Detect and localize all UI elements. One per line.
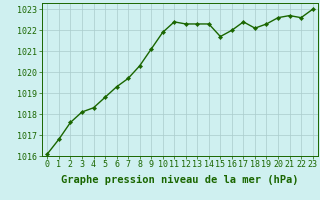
X-axis label: Graphe pression niveau de la mer (hPa): Graphe pression niveau de la mer (hPa) xyxy=(61,175,299,185)
